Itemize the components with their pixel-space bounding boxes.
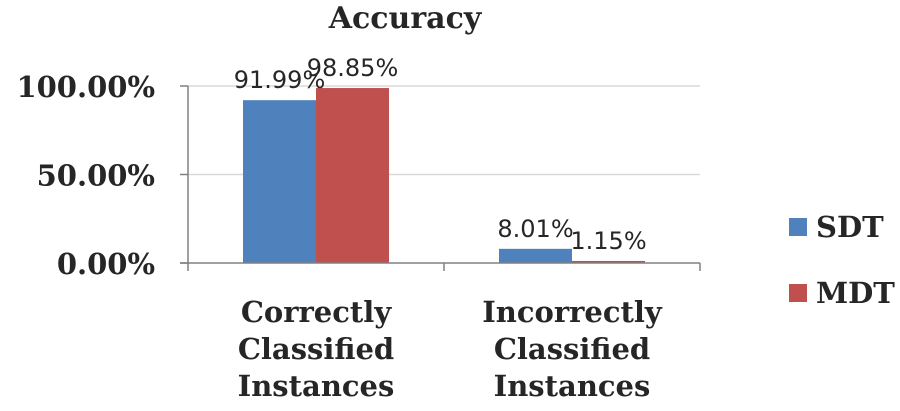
x-axis [180,86,701,271]
bar-mdt [316,88,389,264]
y-tick-label: 0.00% [57,247,155,281]
data-label: 1.15% [570,227,646,255]
legend-swatch-mdt [789,284,807,302]
x-category-label: Correctly Classified Instances [238,295,395,403]
legend: SDT MDT [789,210,895,310]
chart-title: Accuracy [328,1,483,36]
bar-sdt [499,248,572,263]
x-category-label: Incorrectly Classified Instances [482,295,663,403]
legend-label-mdt: MDT [816,276,895,310]
y-axis-ticks: 0.00% 50.00% 100.00% [16,70,188,281]
legend-swatch-sdt [789,218,807,236]
data-label: 8.01% [497,215,573,243]
y-tick-label: 50.00% [37,159,155,193]
data-labels: 91.99%98.85% 8.01%1.15% [234,54,647,255]
data-label: 98.85% [307,54,399,82]
y-tick-label: 100.00% [16,70,155,104]
data-label: 91.99% [234,66,326,94]
legend-label-sdt: SDT [816,210,884,244]
bars [243,88,645,264]
bar-sdt [243,100,316,263]
x-axis-labels: Correctly Classified Instances Incorrectly C… [238,295,663,403]
bar-mdt [572,260,645,263]
